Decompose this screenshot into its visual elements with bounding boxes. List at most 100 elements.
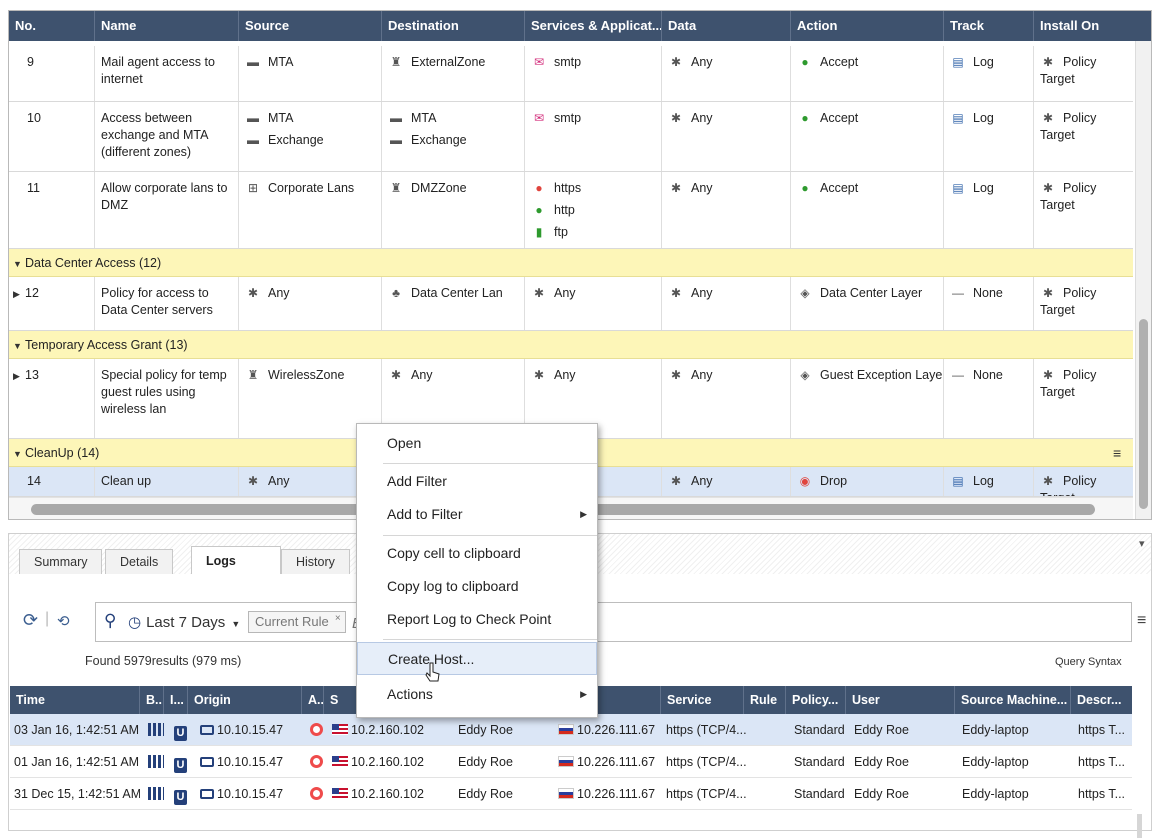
col-header-install-on[interactable]: Install On: [1034, 11, 1151, 41]
rule-name: Policy for access to Data Center servers: [95, 277, 239, 330]
log-col-policy[interactable]: Policy...: [786, 686, 846, 714]
col-header-source[interactable]: Source: [239, 11, 382, 41]
submenu-arrow-icon: ▶: [580, 689, 587, 699]
rule-row-11[interactable]: 11 Allow corporate lans to DMZ ⊞ Corporat…: [9, 172, 1133, 249]
col-header-track[interactable]: Track: [944, 11, 1034, 41]
data-value: Any: [691, 368, 713, 382]
tab-logs[interactable]: Logs: [191, 546, 281, 576]
data-value: Any: [691, 286, 713, 300]
rule-services: ✱ Any: [525, 277, 662, 330]
auto-refresh-icon[interactable]: ⟲: [57, 613, 70, 630]
log-origin: 10.10.15.47: [196, 778, 300, 810]
log-row[interactable]: 31 Dec 15, 1:42:51 AM U 10.10.15.47 10.2…: [10, 778, 1132, 810]
section-menu-icon[interactable]: ≡: [1113, 445, 1122, 461]
log-col-service[interactable]: Service: [661, 686, 744, 714]
col-header-destination[interactable]: Destination: [382, 11, 525, 41]
rule-data: ✱ Any: [662, 172, 791, 248]
menu-item-add-to-filter[interactable]: Add to Filter ▶: [357, 498, 597, 531]
collapse-triangle-icon[interactable]: ▼: [13, 449, 22, 459]
track-value: None: [973, 368, 1003, 382]
filter-chip-current-rule[interactable]: Current Rule ×: [248, 611, 346, 633]
source-item: MTA: [268, 55, 294, 69]
log-col-type[interactable]: I...: [164, 686, 188, 714]
col-header-action[interactable]: Action: [791, 11, 944, 41]
rule-data: ✱ Any: [662, 467, 791, 496]
log-user: Eddy Roe: [854, 723, 909, 737]
expand-triangle-icon[interactable]: ▶: [13, 289, 20, 299]
log-destination: 10.226.111.67: [554, 746, 662, 778]
source-item: Any: [268, 474, 290, 488]
service-item: https: [554, 181, 582, 195]
data-value: Any: [691, 474, 713, 488]
menu-item-add-filter[interactable]: Add Filter: [387, 473, 447, 489]
action-drop-icon: [306, 714, 324, 746]
rule-destination: ♣ Data Center Lan: [382, 277, 525, 330]
menu-item-copy-cell[interactable]: Copy cell to clipboard: [387, 545, 521, 561]
log-search-box[interactable]: ⚲ ◷ Last 7 Days ▼ Current Rule ×: [95, 602, 1132, 642]
tab-history[interactable]: History: [281, 549, 350, 575]
log-row[interactable]: 03 Jan 16, 1:42:51 AM U 10.10.15.47 10.2…: [10, 714, 1132, 746]
chip-remove-icon[interactable]: ×: [334, 613, 341, 624]
col-header-name[interactable]: Name: [95, 11, 239, 41]
log-type-icon: U: [170, 714, 190, 746]
menu-item-create-host[interactable]: Create Host...: [357, 642, 597, 675]
log-description: https T...: [1078, 755, 1126, 769]
log-col-action[interactable]: A...: [302, 686, 324, 714]
refresh-icon[interactable]: ⟳: [23, 610, 39, 630]
logs-scrollbar[interactable]: [1137, 814, 1142, 838]
results-summary: Found 5979results (979 ms): [85, 654, 241, 668]
rule-row-10[interactable]: 10 Access between exchange and MTA (diff…: [9, 102, 1133, 172]
rule-source: ♜ WirelessZone: [239, 359, 382, 438]
network-group-icon: ⊞: [247, 181, 259, 195]
rule-track: ▤ Log: [944, 172, 1034, 248]
collapse-triangle-icon[interactable]: ▼: [13, 341, 22, 351]
zone-icon: ♜: [390, 55, 402, 69]
rule-action: ● Accept: [791, 46, 944, 101]
query-syntax-link[interactable]: Query Syntax: [1055, 656, 1122, 668]
search-icon[interactable]: ⚲: [104, 611, 117, 630]
log-col-source-machine[interactable]: Source Machine...: [955, 686, 1071, 714]
network-icon: ♣: [392, 286, 400, 300]
log-col-description[interactable]: Descr...: [1077, 693, 1122, 707]
section-header-data-center[interactable]: ▼ Data Center Access (12): [9, 249, 1133, 277]
log-col-rule[interactable]: Rule: [744, 686, 786, 714]
log-col-user[interactable]: User: [846, 686, 955, 714]
time-range-selector[interactable]: ◷ Last 7 Days ▼: [128, 613, 240, 631]
col-header-no[interactable]: No.: [9, 11, 95, 41]
origin-value: 10.10.15.47: [217, 787, 284, 801]
found-timing: results (979 ms): [151, 654, 242, 668]
section-header-temporary[interactable]: ▼ Temporary Access Grant (13): [9, 331, 1133, 359]
log-row[interactable]: 01 Jan 16, 1:42:51 AM U 10.10.15.47 10.2…: [10, 746, 1132, 778]
rule-row-9[interactable]: 9 Mail agent access to internet ▬ MTA ♜ Ex…: [9, 46, 1133, 102]
menu-item-report-log[interactable]: Report Log to Check Point: [387, 611, 552, 627]
zone-icon: ♜: [247, 368, 259, 382]
log-destination: 10.226.111.67: [554, 778, 662, 810]
collapse-triangle-icon[interactable]: ▼: [13, 259, 22, 269]
menu-item-open[interactable]: Open: [387, 435, 422, 451]
expand-triangle-icon[interactable]: ▶: [13, 371, 20, 381]
menu-item-actions[interactable]: Actions ▶: [357, 678, 597, 711]
log-col-origin[interactable]: Origin: [188, 686, 302, 714]
track-value: None: [973, 286, 1003, 300]
drop-icon: ◉: [799, 474, 811, 488]
search-options-menu-icon[interactable]: ≡: [1137, 612, 1147, 629]
vertical-scrollbar[interactable]: [1135, 41, 1151, 519]
log-time: 03 Jan 16, 1:42:51 AM: [14, 723, 140, 737]
collapse-panel-icon[interactable]: ▾: [1139, 538, 1145, 550]
log-source-machine: Eddy-laptop: [962, 723, 1029, 737]
menu-item-label: Add to Filter: [387, 506, 463, 522]
col-header-data[interactable]: Data: [662, 11, 791, 41]
log-col-time[interactable]: Time: [10, 686, 140, 714]
log-col-blade[interactable]: B..: [140, 686, 164, 714]
ru-flag-icon: [558, 788, 574, 799]
tab-details[interactable]: Details: [105, 549, 174, 575]
vertical-scroll-thumb[interactable]: [1139, 319, 1148, 509]
blade-grid-icon: [144, 746, 166, 778]
tab-summary[interactable]: Summary: [19, 549, 103, 575]
rule-row-12[interactable]: ▶ 12 Policy for access to Data Center ser…: [9, 277, 1133, 331]
us-flag-icon: [332, 756, 348, 767]
section-title: CleanUp (14): [25, 446, 100, 460]
col-header-services[interactable]: Services & Applicat...: [525, 11, 662, 41]
menu-item-copy-log[interactable]: Copy log to clipboard: [387, 578, 519, 594]
install-value: Policy Target: [1040, 181, 1097, 212]
